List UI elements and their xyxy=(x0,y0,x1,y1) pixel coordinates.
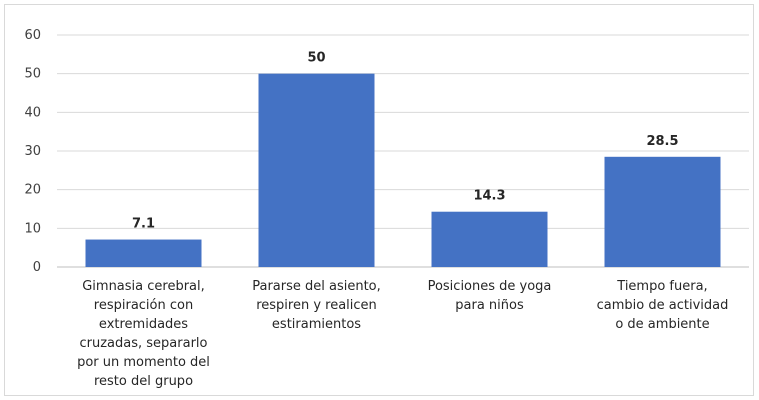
y-tick-label: 60 xyxy=(24,28,41,43)
category-label-line: cambio de actividad xyxy=(596,298,729,313)
category-label-line: respiración con xyxy=(93,298,194,313)
y-tick-label: 0 xyxy=(33,260,41,275)
category-label: Posiciones de yoga para niños xyxy=(410,277,570,315)
y-tick-label: 10 xyxy=(24,221,41,236)
category-label: Gimnasia cerebral, respiración con extremi… xyxy=(64,277,224,391)
data-label: 14.3 xyxy=(473,189,505,204)
category-label-line: estiramientos xyxy=(271,317,362,332)
bar xyxy=(85,239,202,267)
bar xyxy=(431,211,548,267)
category-label-line: Gimnasia cerebral, xyxy=(82,279,205,294)
category-label-line: Tiempo fuera, xyxy=(617,279,708,294)
category-label-line: resto del grupo xyxy=(93,374,194,389)
y-tick-label: 50 xyxy=(24,67,41,82)
category-label-line: o de ambiente xyxy=(615,317,710,332)
chart-frame: 0 10 20 30 40 50 60 7.1 50 14.3 28.5 Gimnasia cere… xyxy=(4,4,754,396)
category-label-line: extremidades xyxy=(98,317,189,332)
data-label: 7.1 xyxy=(132,217,155,232)
category-label-line: Posiciones de yoga xyxy=(427,279,552,294)
y-tick-label: 20 xyxy=(24,183,41,198)
bar xyxy=(604,156,721,267)
y-tick-label: 40 xyxy=(24,105,41,120)
y-tick-label: 30 xyxy=(24,144,41,159)
data-label: 28.5 xyxy=(646,134,678,149)
category-label-line: para niños xyxy=(455,298,524,313)
category-label-line: cruzadas, separarlo xyxy=(79,336,208,351)
bar xyxy=(258,73,375,268)
bar-chart: 0 10 20 30 40 50 60 7.1 50 14.3 28.5 xyxy=(24,28,749,275)
data-label: 50 xyxy=(307,51,325,66)
category-label-line: Pararse del asiento, xyxy=(252,279,381,294)
category-label: Tiempo fuera, cambio de actividad o de amb… xyxy=(583,277,743,334)
category-label-line: respiren y realicen xyxy=(256,298,377,313)
category-label: Pararse del asiento, respiren y realicen e… xyxy=(237,277,397,334)
category-label-line: por un momento del xyxy=(77,355,210,370)
